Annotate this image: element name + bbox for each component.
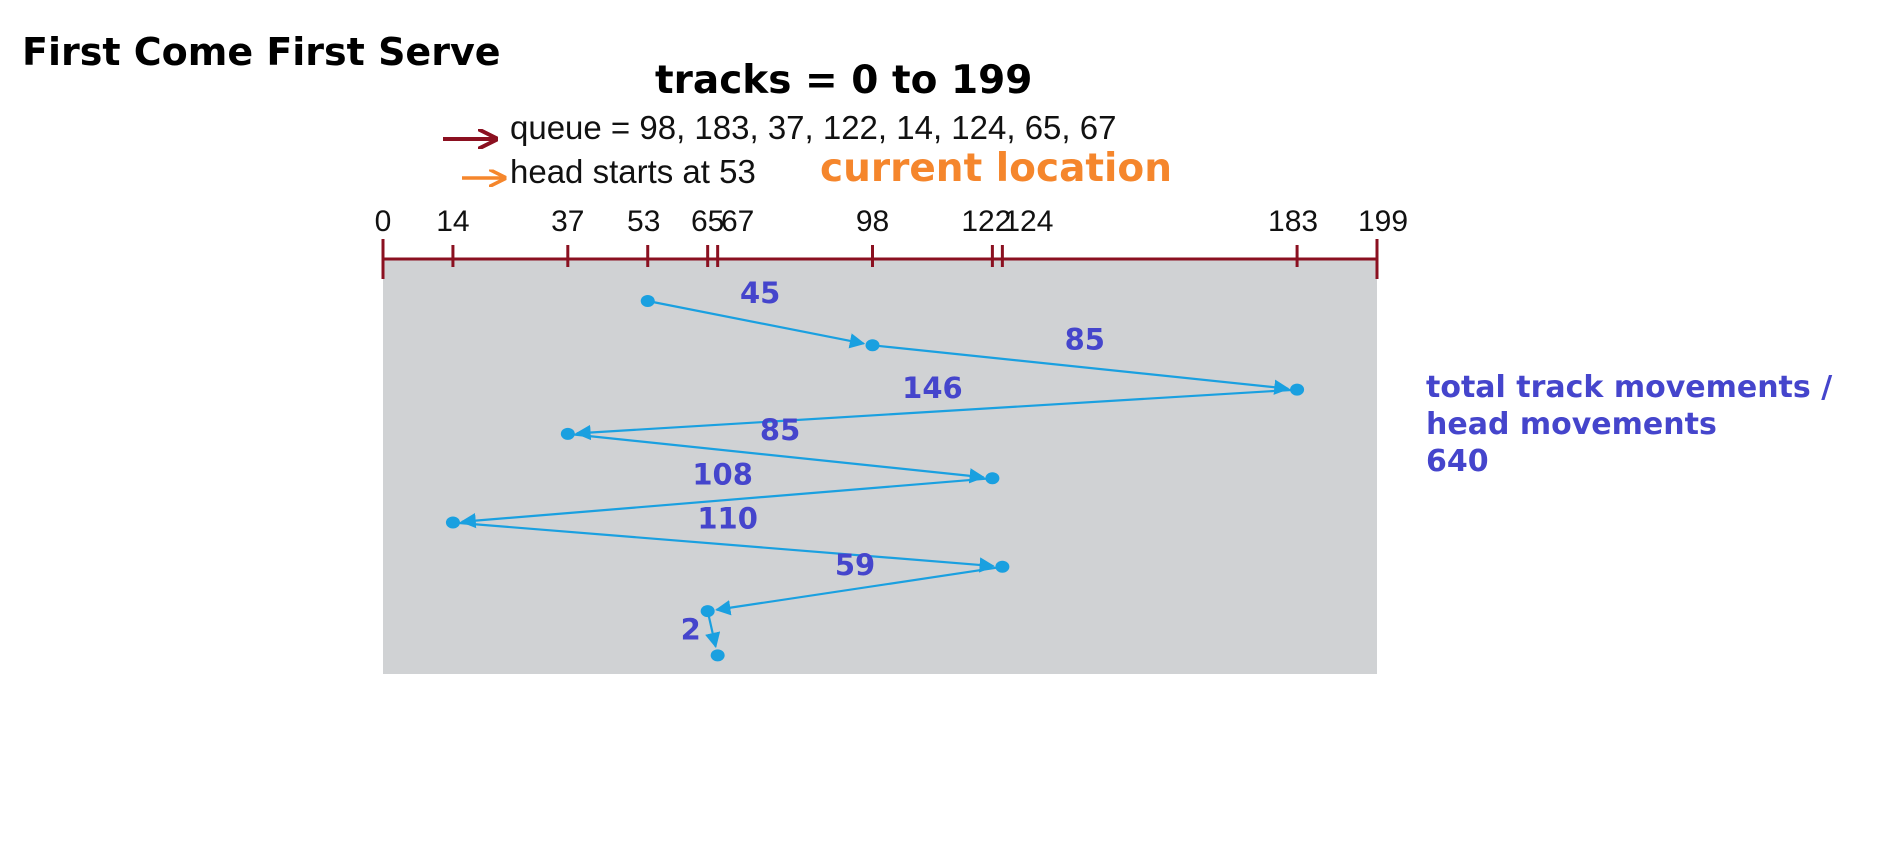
total-label-line-1: total track movements / [1426,370,1833,405]
tick-label-65: 65 [691,205,724,238]
tick-label-0: 0 [375,205,392,238]
head-position-point-98 [865,339,880,352]
head-position-point-53 [640,295,655,307]
queue-text: queue = 98, 183, 37, 122, 14, 124, 65, 6… [510,109,1117,146]
movement-label-4: 85 [760,413,800,447]
head-path [445,295,1305,662]
tick-label-124: 124 [1003,205,1053,238]
head-position-point-183 [1290,383,1305,396]
tick-label-37: 37 [551,205,584,238]
head-position-point-124 [995,560,1010,573]
tick-label-14: 14 [436,205,469,238]
movement-label-1: 45 [740,276,780,310]
head-move-segment-6 [452,521,995,573]
tick-label-98: 98 [856,205,889,238]
head-position-point-37 [560,427,575,440]
movement-label-6: 110 [697,502,758,536]
head-position-point-122 [985,472,1000,485]
head-move-segment-1 [647,299,866,349]
tick-label-199: 199 [1358,205,1408,238]
movement-label-7: 59 [835,548,875,582]
head-start-text: head starts at 53 [510,153,756,190]
tick-label-122: 122 [961,205,1011,238]
movement-label-2: 85 [1065,322,1105,356]
head-move-segment-5 [460,477,993,529]
total-value: 640 [1426,444,1489,479]
tick-label-183: 183 [1268,205,1318,238]
page-title: First Come First Serve [22,30,501,74]
total-movements-box: total track movements / head movements 6… [1426,369,1832,480]
head-move-segment-4 [567,432,985,484]
head-move-segment-3 [575,388,1298,441]
tick-label-53: 53 [627,205,660,238]
movement-label-8: 2 [681,612,701,646]
movement-label-3: 146 [902,371,963,405]
total-label-line-2: head movements [1426,407,1717,442]
head-move-segment-7 [715,565,1003,616]
head-move-segment-2 [872,344,1290,395]
tick-label-67: 67 [721,205,754,238]
track-range-heading: tracks = 0 to 199 [655,58,1033,103]
head-move-segment-8 [705,610,721,649]
head-position-point-65 [700,605,715,618]
head-position-point-67 [710,649,725,662]
head-position-point-14 [445,516,460,529]
movement-label-5: 108 [692,457,753,491]
current-location-label: current location [820,146,1172,191]
